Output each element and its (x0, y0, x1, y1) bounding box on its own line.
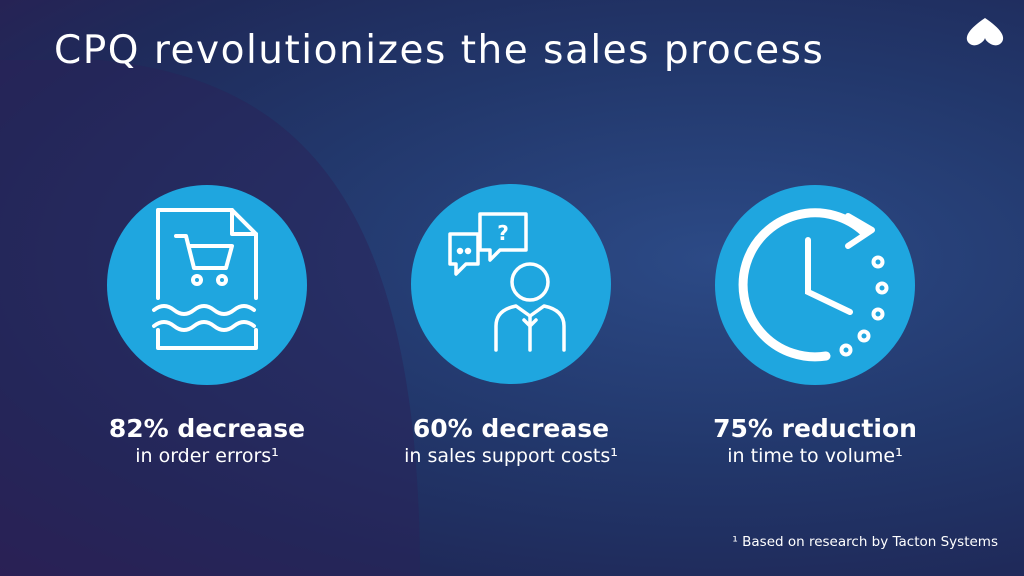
support-icon: ? (448, 212, 566, 352)
stat: 75% reduction in time to volume¹ (655, 414, 975, 467)
title: CPQ revolutionizes the sales process (54, 28, 825, 73)
footnote: ¹ Based on research by Tacton Systems (732, 534, 998, 550)
svg-text:?: ? (497, 221, 509, 245)
icon-circle (107, 185, 307, 385)
stat-description: in time to volume¹ (727, 445, 903, 467)
stat-headline: 75% reduction (713, 414, 917, 443)
stat-headline: 60% decrease (412, 414, 610, 443)
order-icon (152, 208, 258, 350)
stat-description: in order errors¹ (135, 445, 279, 467)
stat-description: in sales support costs¹ (404, 445, 618, 467)
stat: 82% decrease in order errors¹ (47, 414, 367, 467)
logo (966, 18, 1004, 46)
clock-icon (738, 208, 889, 362)
stat: 60% decrease in sales support costs¹ (351, 414, 671, 467)
stat-headline: 82% decrease (108, 414, 306, 443)
